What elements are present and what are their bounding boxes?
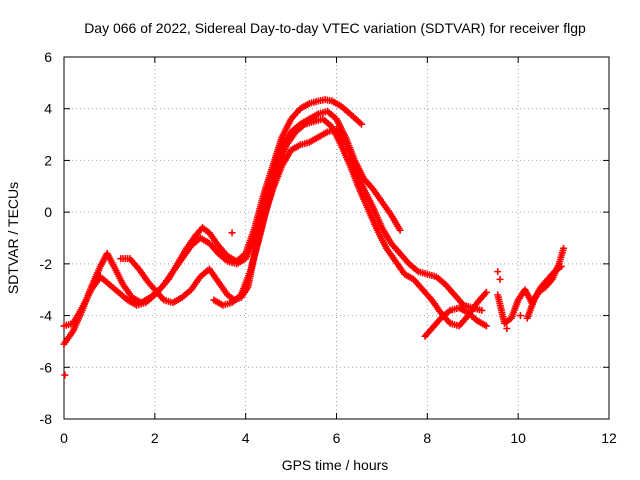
data-points — [60, 96, 568, 379]
x-tick-label: 8 — [423, 430, 431, 446]
y-tick-label: -2 — [40, 256, 53, 272]
data-point-trace-c — [478, 306, 486, 314]
x-tick-label: 6 — [333, 430, 341, 446]
x-tick-label: 4 — [242, 430, 250, 446]
x-tick-label: 10 — [510, 430, 526, 446]
grid-lines — [64, 57, 609, 419]
x-tick-label: 12 — [601, 430, 617, 446]
y-tick-label: 4 — [44, 101, 52, 117]
y-tick-label: -6 — [40, 359, 53, 375]
axis-ticks: 0 2 4 6 8 10 12 -8 -6 -4 -2 0 2 4 6 — [40, 49, 617, 446]
data-point-outliers — [503, 325, 511, 332]
data-point-outliers — [61, 371, 69, 379]
data-point-outliers — [496, 275, 504, 283]
data-point-trace-f — [560, 244, 568, 252]
x-tick-label: 0 — [60, 430, 68, 446]
y-tick-label: 2 — [44, 152, 52, 168]
chart-title: Day 066 of 2022, Sidereal Day-to-day VTE… — [84, 20, 586, 36]
x-axis-label: GPS time / hours — [282, 457, 389, 473]
data-point-outliers — [516, 312, 524, 320]
x-tick-label: 2 — [151, 430, 159, 446]
data-point-trace-g — [557, 262, 565, 270]
y-tick-label: -4 — [40, 308, 53, 324]
y-axis-label: SDTVAR / TECUs — [5, 182, 21, 294]
data-point-outliers — [494, 268, 502, 276]
y-tick-label: 6 — [44, 49, 52, 65]
data-point-trace-e — [482, 322, 490, 330]
data-point-trace-a — [357, 120, 365, 128]
data-point-trace-d — [482, 288, 490, 296]
y-tick-label: 0 — [44, 204, 52, 220]
y-tick-label: -8 — [40, 411, 53, 427]
data-point-outliers — [228, 229, 236, 237]
data-point-trace-b — [396, 226, 404, 234]
